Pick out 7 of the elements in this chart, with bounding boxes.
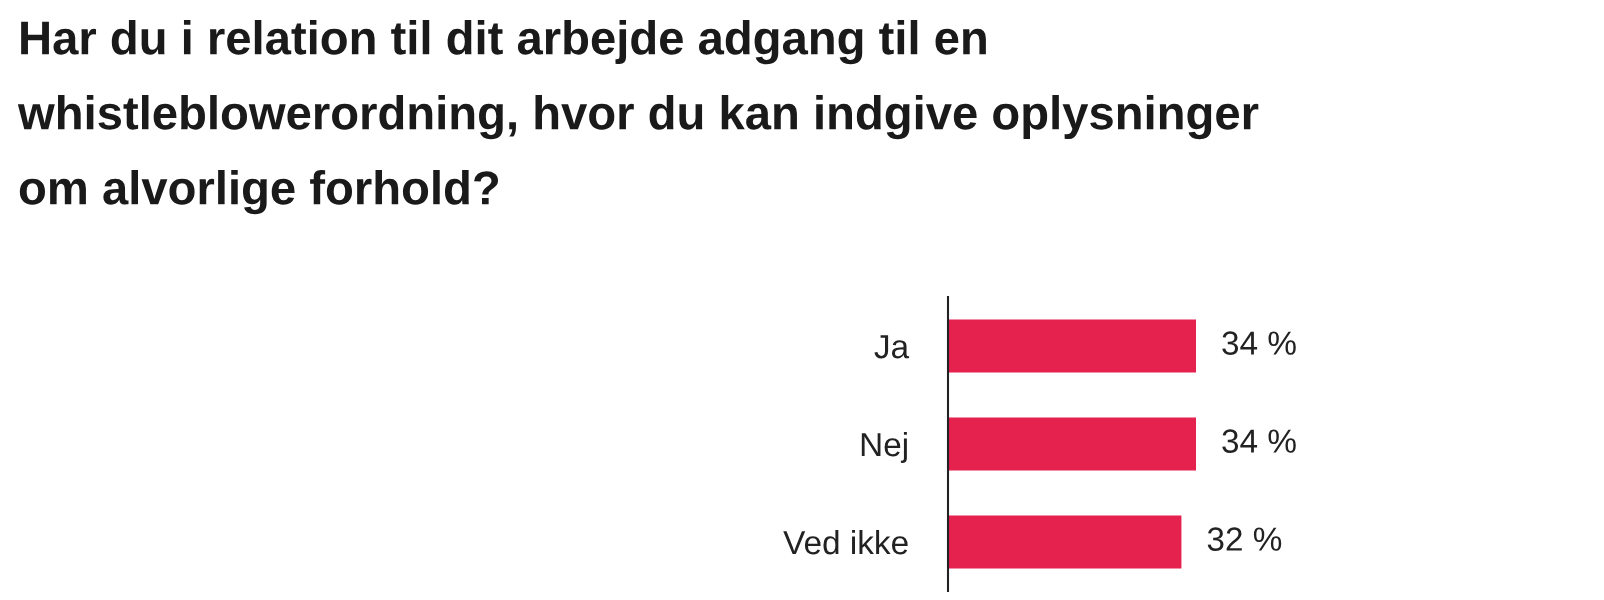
y-tick-label: Ved ikke xyxy=(783,529,908,555)
chart-title: Har du i relation til dit arbejde adgang til en whistleblowerordning, hvor du kan indgive oplysninger om alvorlige forhold? xyxy=(17,20,1259,215)
data-label: 34 % xyxy=(1222,429,1296,453)
y-tick-label: Ja xyxy=(874,335,910,359)
data-label: 34 % xyxy=(1222,331,1296,355)
y-tick-label: Nej xyxy=(861,431,907,463)
data-label: 32 % xyxy=(1207,527,1282,551)
